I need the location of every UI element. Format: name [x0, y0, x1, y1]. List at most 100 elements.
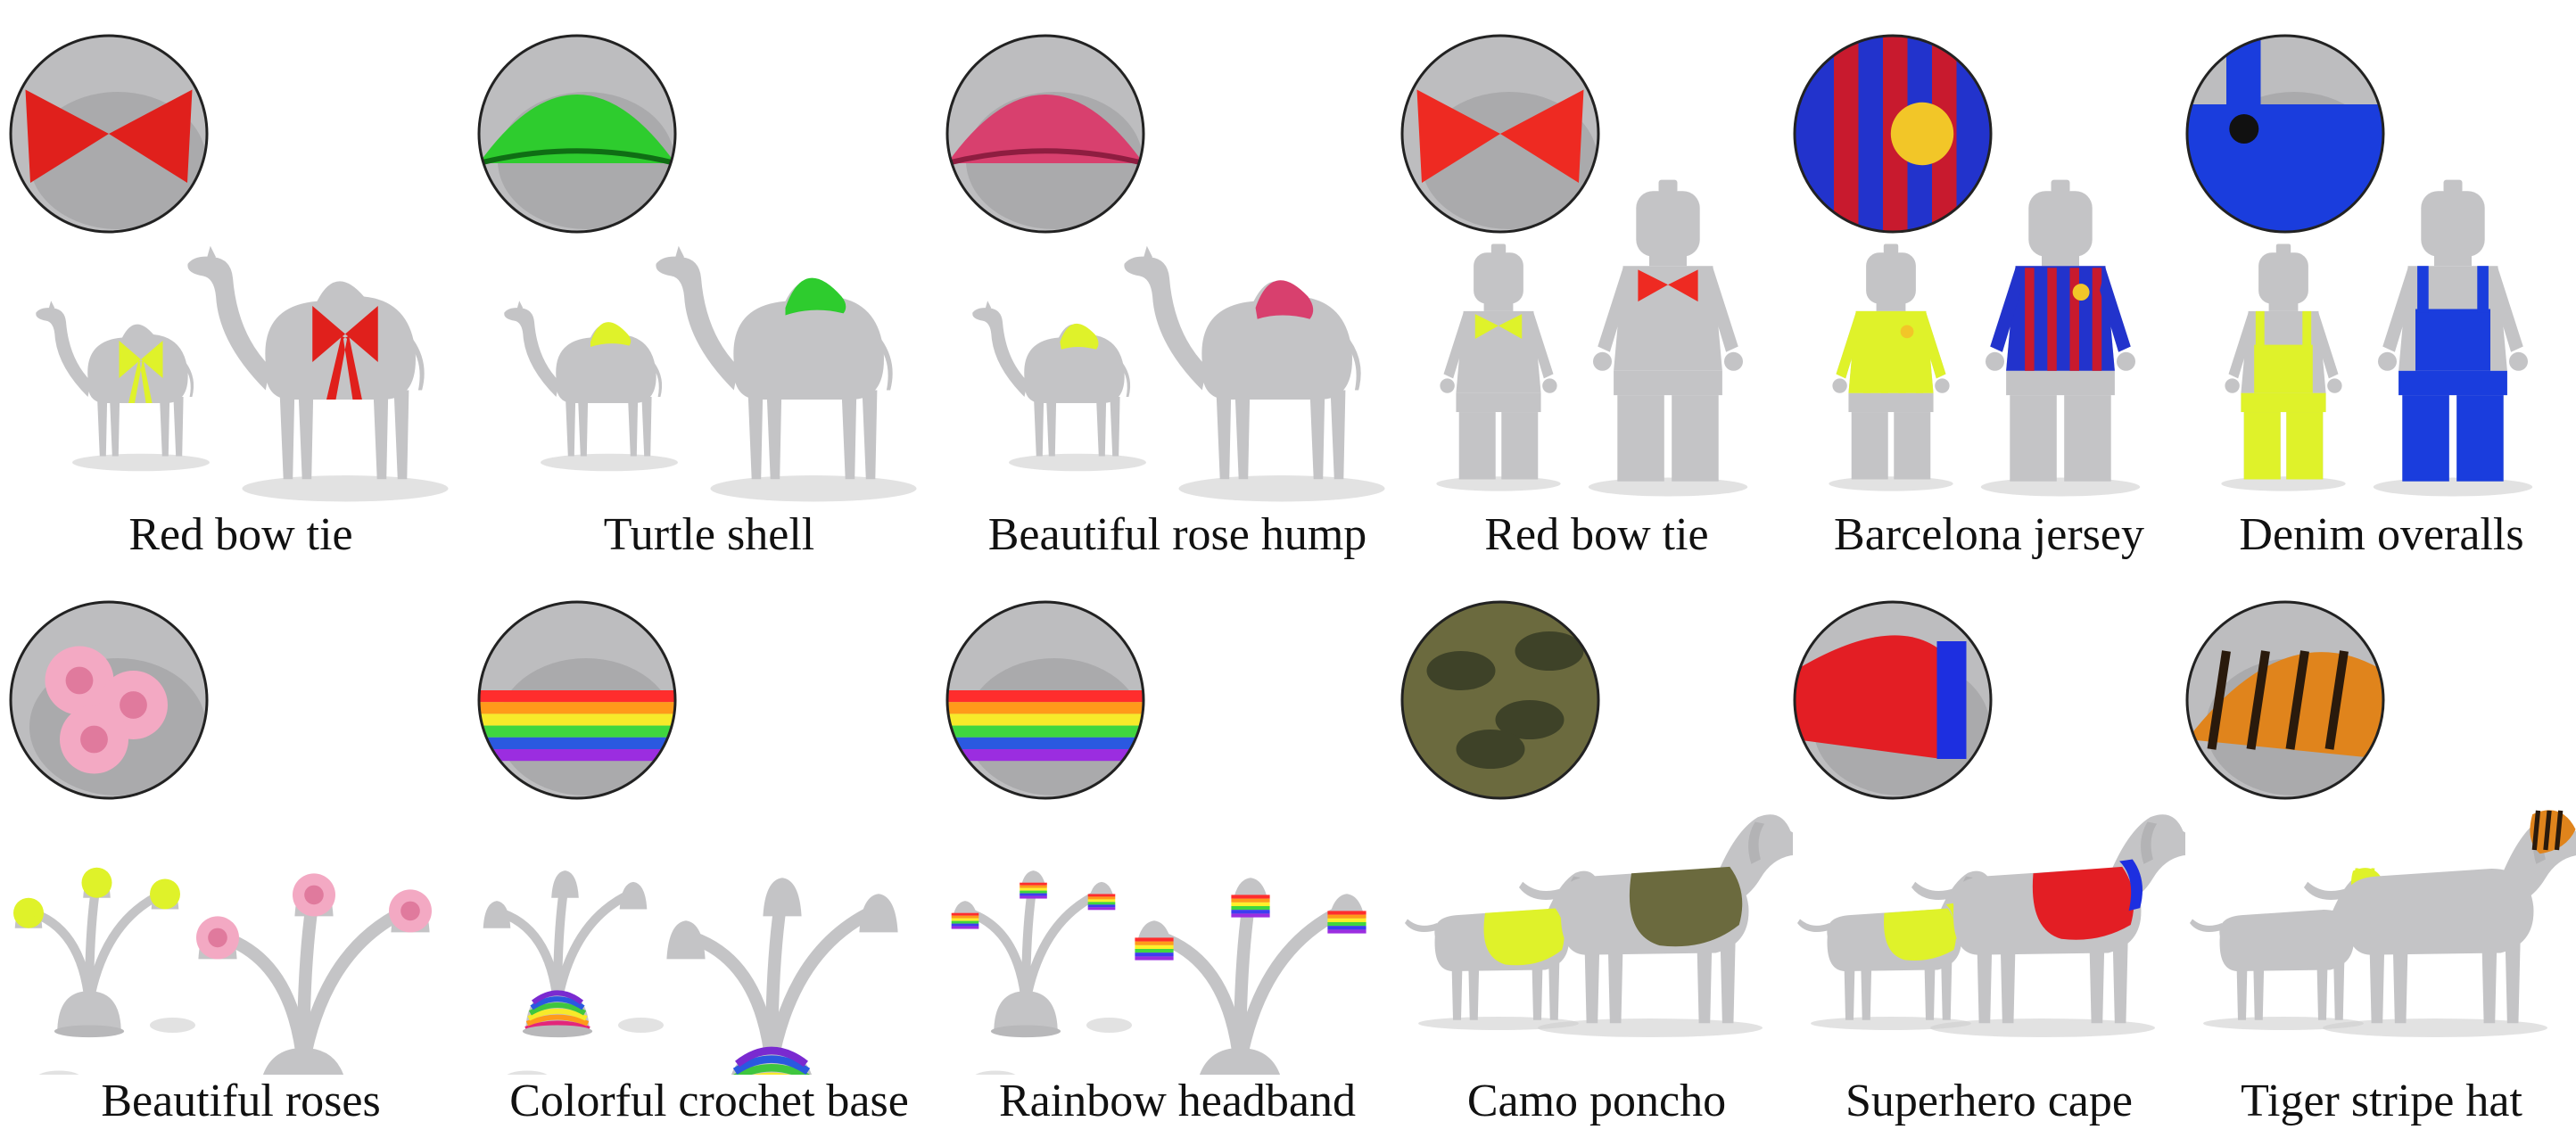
zoom-inset [947, 36, 1144, 232]
plant-base-rim [522, 1025, 593, 1038]
camel-leg [1034, 397, 1044, 457]
jersey-stripe [2092, 268, 2102, 371]
inset-border [1793, 600, 1993, 800]
figure-hand-left [2225, 378, 2240, 393]
panel-render [477, 600, 898, 1075]
dog-leg [2112, 944, 2128, 1024]
plant-mesh [951, 870, 1132, 1075]
inset-band [479, 749, 675, 762]
figure-arm-left [1443, 312, 1468, 379]
bowtie [1638, 269, 1698, 302]
figure-mesh [2373, 179, 2533, 497]
crochet-ring [524, 1020, 590, 1032]
camel-leg [578, 397, 589, 457]
figure-hand-left [1832, 378, 1847, 393]
dog-leg [2505, 944, 2521, 1024]
crochet-ring [531, 990, 584, 1005]
dog-mesh [2304, 810, 2576, 1037]
ground-shadow [1436, 476, 1561, 491]
camel-leg [1110, 397, 1120, 457]
plant-base [57, 991, 121, 1029]
headband-stripe [1020, 895, 1047, 899]
panel-render [2185, 600, 2576, 1037]
rose-patch [1255, 280, 1314, 319]
camo-blot [1495, 700, 1565, 739]
figure-head [1636, 191, 1700, 257]
panel-render [2185, 34, 2533, 497]
camel-tail [1345, 338, 1361, 391]
camel-ear [1143, 245, 1153, 260]
figure-leg-left [2010, 395, 2057, 482]
headband-stripe [1087, 899, 1116, 903]
figure-hand-right [2509, 351, 2528, 371]
plant-stem [1233, 903, 1350, 1066]
camel-leg [1046, 397, 1057, 457]
rose-center [304, 885, 324, 905]
inset-border [477, 34, 677, 234]
inset-border [477, 600, 677, 800]
figure-mesh [1588, 179, 1748, 497]
figure-stud [1490, 243, 1507, 254]
inset-collar [1936, 641, 1967, 759]
camel-leg [1216, 390, 1232, 480]
dog-ear [1748, 821, 1765, 864]
ground-shadow [1980, 477, 2141, 497]
panel-camo-poncho: Camo poncho [1400, 575, 1793, 1128]
panel-render [9, 34, 449, 502]
jersey-stripe [2047, 268, 2057, 371]
bow-ribbon [128, 360, 153, 403]
inset-patch [947, 95, 1144, 163]
headband-stripe [1327, 929, 1366, 934]
camel-leg [862, 390, 878, 480]
figure-head [2421, 191, 2485, 257]
dog-leg [2333, 963, 2345, 1020]
panel-render [477, 34, 917, 502]
inset-band [479, 725, 675, 738]
inset-band [947, 725, 1144, 738]
overalls-leg [2243, 412, 2281, 480]
camo-blot [1456, 730, 1525, 769]
inset-band [947, 713, 1144, 726]
panel-render [1793, 600, 2185, 1037]
figure-hand-left [2378, 351, 2397, 371]
dog-mesh [1911, 814, 2185, 1037]
figure-mesh [1829, 243, 1953, 491]
headband-stripe [1020, 893, 1047, 896]
camel-neck [656, 256, 739, 391]
camel-body [1024, 324, 1125, 403]
bow-ribbon [326, 335, 362, 400]
inset-tiger-stripe [2246, 650, 2270, 750]
figure-stud [1658, 179, 1678, 194]
plant-mesh [12, 867, 195, 1075]
camel-leg [279, 390, 295, 480]
headband-stripe [1087, 902, 1116, 905]
camel-ear [674, 245, 685, 260]
camel-mesh [1124, 245, 1385, 502]
figure-mesh [1980, 179, 2141, 497]
panel-caption: Beautiful rose hump [987, 509, 1367, 560]
bow-loop-left [312, 306, 345, 362]
inset-band [947, 702, 1144, 714]
jersey-stripe [1898, 312, 1906, 393]
dog-leg [2369, 944, 2385, 1024]
camel-tail [877, 338, 893, 391]
camel-leg [566, 397, 576, 457]
panel-render [9, 600, 432, 1075]
figure-stud [1883, 243, 1899, 254]
figure-hand-right [2327, 378, 2342, 393]
figure-leg-left [1851, 412, 1888, 480]
inset-band [947, 690, 1144, 703]
bow-loop-left [119, 341, 141, 378]
inset-tiger-stripe [2285, 650, 2309, 750]
poncho [1483, 908, 1565, 966]
camel-leg [1330, 390, 1346, 480]
headband-stripe [951, 918, 979, 921]
crest-icon [1900, 325, 1914, 339]
figure-leg-left [1458, 412, 1496, 480]
figure-leg-right [2064, 395, 2111, 482]
zoom-inset [11, 36, 207, 232]
camel-leg [1309, 390, 1325, 480]
figure-neck [2434, 254, 2472, 267]
figure-leg-left [1617, 395, 1664, 482]
headband-stripe [1231, 906, 1270, 911]
